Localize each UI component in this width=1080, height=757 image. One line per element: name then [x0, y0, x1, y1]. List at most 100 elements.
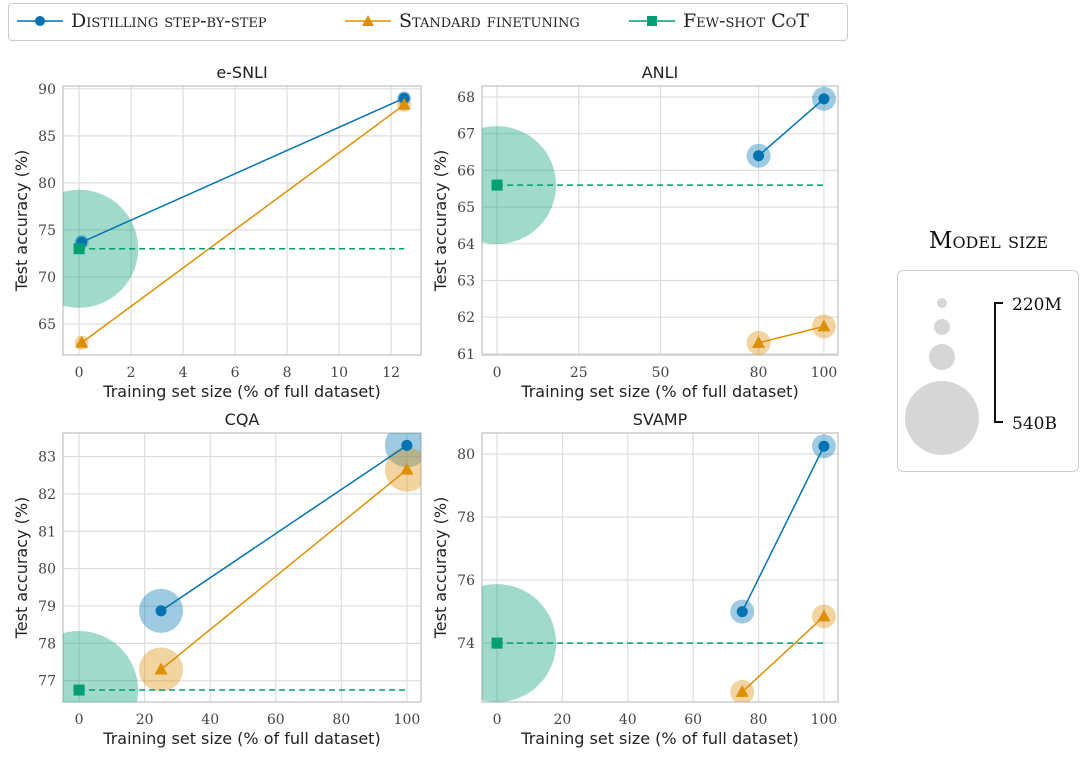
- size-circle-220M: [937, 298, 947, 308]
- y-tick-label: 62: [457, 310, 475, 326]
- legend-triangle-marker-icon: [345, 15, 391, 26]
- size-circle-11B: [929, 344, 955, 370]
- size-bottom-label: 540B: [1012, 414, 1057, 434]
- y-tick-label: 80: [457, 447, 475, 463]
- distilling-circle-marker: [818, 93, 830, 105]
- y-tick-label: 76: [457, 573, 475, 589]
- y-axis-label: Test accuracy (%): [431, 150, 450, 293]
- y-tick-label: 90: [38, 82, 56, 98]
- standard-triangle-marker: [400, 462, 414, 475]
- subplot-title: CQA: [225, 410, 260, 429]
- y-tick-label: 83: [38, 450, 56, 466]
- x-axis-label: Training set size (% of full dataset): [102, 729, 380, 748]
- model-size-bubble: [63, 631, 139, 702]
- x-tick-label: 80: [332, 712, 350, 728]
- standard-line: [81, 104, 405, 344]
- x-tick-label: 80: [750, 712, 768, 728]
- legend-item-standard: Standard finetuning: [345, 10, 580, 32]
- axes-frame: [481, 432, 839, 703]
- model-size-title: Model size: [928, 228, 1049, 254]
- standard-triangle-marker: [752, 335, 766, 348]
- x-tick-label: 40: [619, 712, 637, 728]
- cot-square-marker: [491, 637, 503, 649]
- size-top-label: 220M: [1012, 295, 1062, 315]
- chart-legend: Distilling step-by-step Standard finetun…: [8, 3, 848, 41]
- distilling-circle-marker: [155, 605, 167, 617]
- x-tick-label: 20: [136, 712, 154, 728]
- standard-triangle-marker: [735, 684, 749, 697]
- x-tick-label: 12: [382, 365, 400, 381]
- y-tick-label: 68: [457, 90, 475, 106]
- y-axis-label: Test accuracy (%): [12, 497, 31, 640]
- y-tick-label: 67: [457, 127, 475, 143]
- x-axis-label: Training set size (% of full dataset): [520, 729, 798, 748]
- plot-marks: [63, 433, 421, 702]
- standard-line: [160, 469, 408, 671]
- standard-line: [758, 325, 825, 344]
- subplot-cqa: 0 20 40 60 80 100 77 78 79 80 81 82 83 CQA Training se…: [12, 410, 422, 748]
- x-tick-label: 0: [75, 365, 84, 381]
- y-tick-label: 79: [38, 599, 56, 615]
- x-tick-label: 20: [554, 712, 572, 728]
- y-tick-label: 64: [457, 237, 475, 253]
- distilling-circle-marker: [401, 439, 413, 451]
- plot-marks: [482, 86, 836, 355]
- standard-triangle-marker: [817, 319, 831, 332]
- standard-triangle-marker: [154, 662, 168, 675]
- y-axis-label: Test accuracy (%): [431, 497, 450, 640]
- x-tick-label: 25: [570, 365, 588, 381]
- y-tick-label: 66: [457, 163, 475, 179]
- y-tick-label: 78: [38, 636, 56, 652]
- y-tick-label: 78: [457, 510, 475, 526]
- legend-item-distilling: Distilling step-by-step: [17, 10, 267, 32]
- x-tick-label: 6: [231, 365, 240, 381]
- y-tick-label: 81: [38, 524, 56, 540]
- x-tick-label: 60: [267, 712, 285, 728]
- x-tick-label: 40: [201, 712, 219, 728]
- y-tick-label: 82: [38, 487, 56, 503]
- distilling-circle-marker: [818, 440, 830, 452]
- subplot-title: e-SNLI: [216, 63, 267, 82]
- y-tick-label: 74: [457, 636, 475, 652]
- y-axis-label: Test accuracy (%): [12, 150, 31, 293]
- y-tick-label: 65: [38, 317, 56, 333]
- plot-marks: [482, 434, 836, 702]
- x-tick-label: 100: [394, 712, 421, 728]
- subplot-title: SVAMP: [633, 410, 688, 429]
- standard-triangle-marker: [397, 97, 411, 110]
- y-tick-label: 85: [38, 129, 56, 145]
- axes-frame: [481, 85, 839, 356]
- y-tick-label: 63: [457, 274, 475, 290]
- y-tick-label: 65: [457, 200, 475, 216]
- legend-square-marker-icon: [629, 16, 675, 26]
- legend-item-cot: Few-shot CoT: [629, 10, 809, 32]
- distilling-circle-marker: [736, 606, 748, 618]
- x-tick-label: 50: [652, 365, 670, 381]
- x-tick-label: 10: [330, 365, 348, 381]
- subplot-e-snli: 0 2 4 6 8 10 12 65 70 75 80 85 90 e-SNLI Training set …: [12, 63, 422, 401]
- x-tick-label: 100: [811, 712, 838, 728]
- subplot-svamp: 0 20 40 60 80 100 74 76 78 80 SVAMP Training set si…: [431, 410, 839, 748]
- y-tick-label: 80: [38, 176, 56, 192]
- x-axis-label: Training set size (% of full dataset): [520, 382, 798, 401]
- cot-square-marker: [73, 243, 85, 255]
- legend-label: Distilling step-by-step: [71, 10, 267, 32]
- distilling-line: [81, 97, 405, 243]
- standard-triangle-marker: [75, 335, 89, 348]
- legend-label: Few-shot CoT: [683, 10, 809, 32]
- legend-circle-marker-icon: [17, 16, 63, 26]
- x-tick-label: 0: [493, 365, 502, 381]
- y-tick-label: 80: [38, 562, 56, 578]
- distilling-line: [741, 445, 825, 612]
- distilling-line: [758, 98, 825, 157]
- x-tick-label: 4: [179, 365, 188, 381]
- y-tick-label: 75: [38, 223, 56, 239]
- subplot-title: ANLI: [642, 63, 679, 82]
- x-tick-label: 60: [684, 712, 702, 728]
- x-tick-label: 80: [750, 365, 768, 381]
- x-tick-label: 100: [811, 365, 838, 381]
- x-tick-label: 0: [75, 712, 84, 728]
- x-tick-label: 2: [127, 365, 136, 381]
- subplot-anli: 0 25 50 80 100 61 62 63 64 65 66 67 68 ANLI Training s…: [431, 63, 839, 401]
- distilling-circle-marker: [753, 150, 765, 162]
